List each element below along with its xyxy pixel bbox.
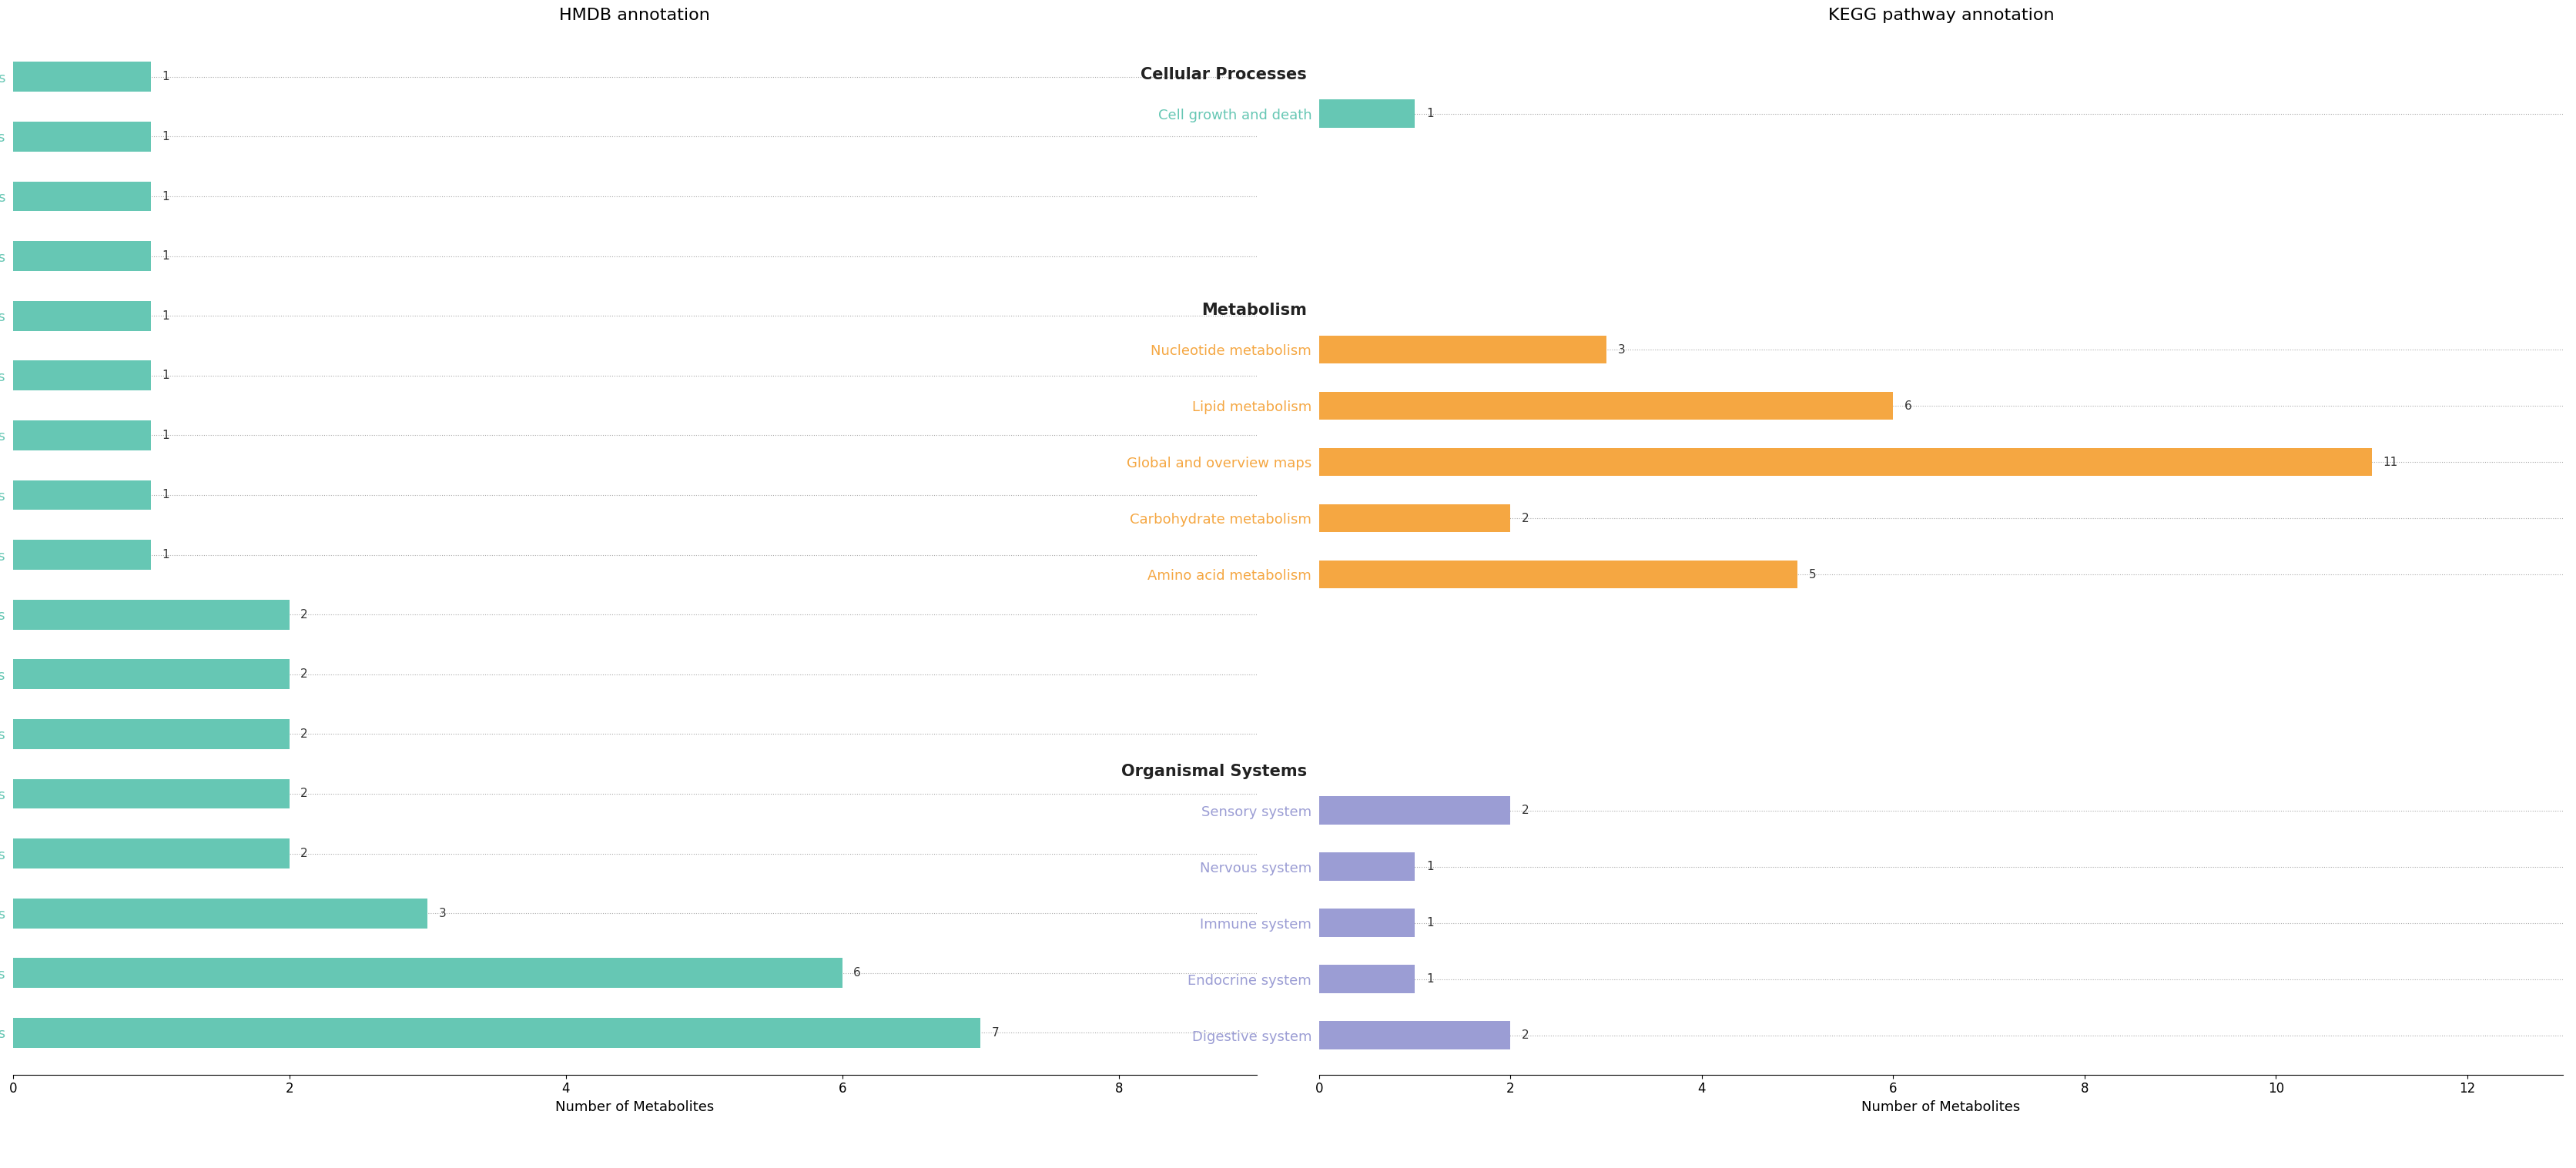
Bar bbox=[1319, 335, 1607, 363]
Text: 1: 1 bbox=[162, 310, 170, 321]
Bar bbox=[13, 540, 152, 570]
Bar bbox=[1319, 853, 1414, 881]
Bar bbox=[13, 181, 152, 211]
Bar bbox=[1319, 965, 1414, 993]
Text: 2: 2 bbox=[1522, 513, 1530, 524]
Text: 2: 2 bbox=[1522, 1029, 1530, 1041]
Text: 1: 1 bbox=[162, 489, 170, 501]
Bar bbox=[13, 599, 289, 630]
Bar bbox=[1319, 1021, 1510, 1049]
Text: 1: 1 bbox=[162, 71, 170, 83]
Text: 2: 2 bbox=[301, 729, 307, 739]
Bar bbox=[13, 719, 289, 749]
Text: 2: 2 bbox=[301, 848, 307, 860]
Bar bbox=[13, 480, 152, 510]
Text: Cellular Processes: Cellular Processes bbox=[1141, 67, 1306, 82]
Text: 5: 5 bbox=[1808, 569, 1816, 580]
Text: 6: 6 bbox=[1904, 401, 1911, 411]
Text: Metabolism: Metabolism bbox=[1200, 303, 1306, 318]
Title: HMDB annotation: HMDB annotation bbox=[559, 8, 711, 23]
Text: 11: 11 bbox=[2383, 457, 2398, 468]
Bar bbox=[13, 241, 152, 271]
Text: 1: 1 bbox=[1427, 973, 1435, 985]
Text: 2: 2 bbox=[301, 668, 307, 680]
Text: 1: 1 bbox=[162, 549, 170, 561]
Text: 7: 7 bbox=[992, 1027, 999, 1038]
Bar bbox=[13, 898, 428, 929]
Text: 1: 1 bbox=[162, 430, 170, 442]
Bar bbox=[1319, 797, 1510, 825]
Text: 1: 1 bbox=[1427, 917, 1435, 929]
Text: 6: 6 bbox=[853, 967, 860, 979]
Bar bbox=[1319, 449, 2372, 477]
Bar bbox=[1319, 561, 1798, 589]
Text: 2: 2 bbox=[301, 609, 307, 620]
Text: 2: 2 bbox=[301, 788, 307, 800]
Bar bbox=[13, 660, 289, 689]
Bar bbox=[1319, 99, 1414, 127]
Text: 1: 1 bbox=[162, 370, 170, 381]
Bar bbox=[13, 301, 152, 331]
Text: 1: 1 bbox=[1427, 107, 1435, 119]
Bar bbox=[13, 121, 152, 152]
Text: 1: 1 bbox=[162, 131, 170, 142]
Text: 3: 3 bbox=[438, 908, 446, 919]
Text: 1: 1 bbox=[1427, 861, 1435, 872]
X-axis label: Number of Metabolites: Number of Metabolites bbox=[556, 1100, 714, 1114]
Text: 1: 1 bbox=[162, 250, 170, 262]
Bar bbox=[13, 420, 152, 450]
Bar bbox=[13, 361, 152, 390]
Bar bbox=[1319, 909, 1414, 937]
Bar bbox=[1319, 391, 1893, 420]
Text: 1: 1 bbox=[162, 190, 170, 202]
X-axis label: Number of Metabolites: Number of Metabolites bbox=[1862, 1100, 2020, 1114]
Bar bbox=[13, 839, 289, 869]
Title: KEGG pathway annotation: KEGG pathway annotation bbox=[1829, 8, 2053, 23]
Bar bbox=[1319, 505, 1510, 533]
Bar bbox=[13, 62, 152, 92]
Bar bbox=[13, 1017, 981, 1048]
Text: 2: 2 bbox=[1522, 805, 1530, 816]
Bar bbox=[13, 958, 842, 988]
Text: Organismal Systems: Organismal Systems bbox=[1121, 764, 1306, 779]
Bar bbox=[13, 779, 289, 808]
Text: 3: 3 bbox=[1618, 343, 1625, 355]
